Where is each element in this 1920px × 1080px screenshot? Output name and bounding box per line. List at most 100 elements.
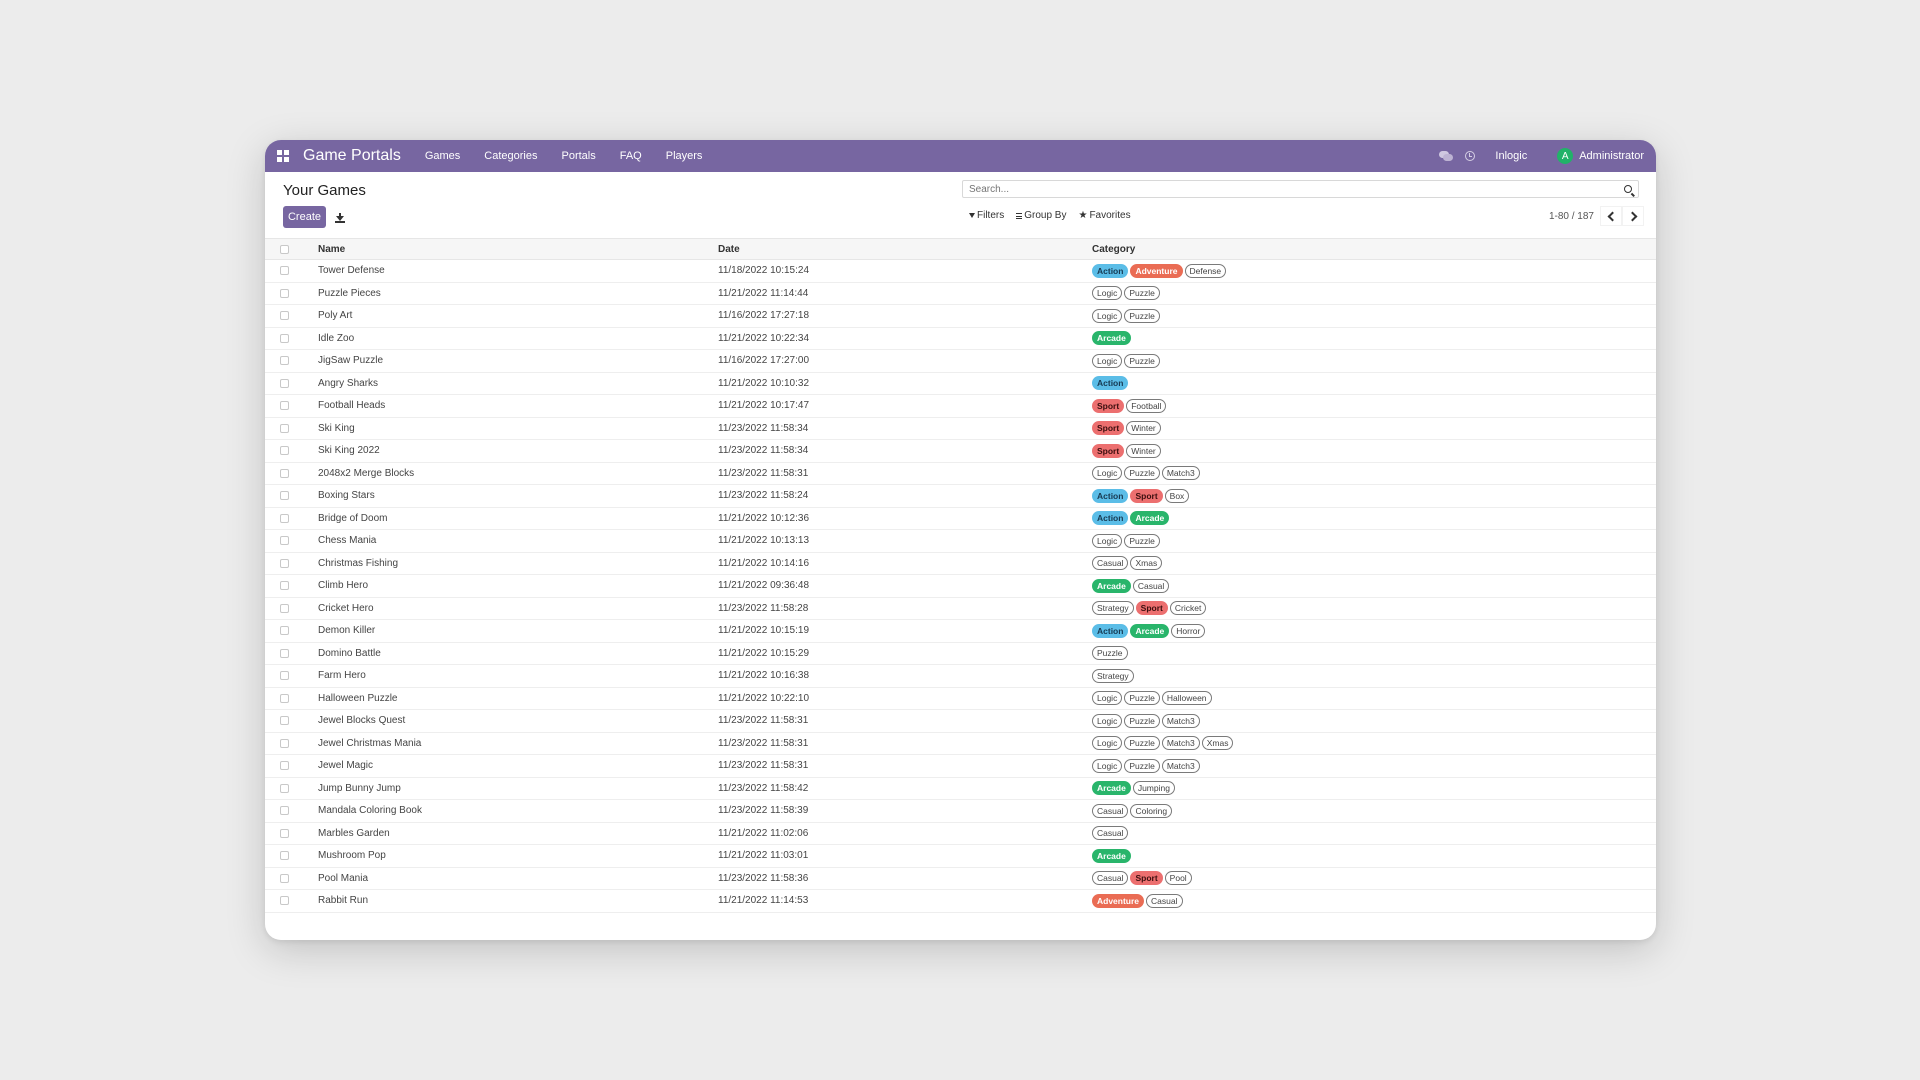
category-tag: Logic	[1092, 286, 1123, 301]
row-checkbox[interactable]	[280, 581, 289, 591]
category-tag: Logic	[1092, 533, 1123, 548]
row-checkbox[interactable]	[280, 333, 289, 343]
table-row[interactable]: JigSaw Puzzle 11/16/2022 17:27:00 Logic Puz…	[265, 349, 1656, 373]
table-row[interactable]: Chess Mania 11/21/2022 10:13:13 Logic Puzzl…	[265, 529, 1656, 553]
row-checkbox[interactable]	[280, 873, 289, 883]
row-checkbox[interactable]	[280, 266, 289, 276]
row-checkbox[interactable]	[280, 603, 289, 613]
create-button[interactable]: Create	[283, 206, 326, 228]
avatar[interactable]: A	[1557, 148, 1574, 164]
table-row[interactable]: Mushroom Pop 11/21/2022 11:03:01 Arcade	[265, 844, 1656, 868]
game-name: Chess Mania	[318, 529, 718, 553]
row-checkbox[interactable]	[280, 513, 289, 523]
table-row[interactable]: Jewel Blocks Quest 11/23/2022 11:58:31 Log…	[265, 709, 1656, 733]
row-checkbox[interactable]	[280, 693, 289, 703]
row-checkbox[interactable]	[280, 378, 289, 388]
table-row[interactable]: Poly Art 11/16/2022 17:27:18 Logic Puzzle	[265, 304, 1656, 328]
column-header-category[interactable]: Category	[1092, 239, 1656, 260]
table-row[interactable]: Football Heads 11/21/2022 10:17:47 Sport Fo…	[265, 394, 1656, 418]
row-checkbox[interactable]	[280, 738, 289, 748]
table-row[interactable]: Puzzle Pieces 11/21/2022 11:14:44 Logic Puz…	[265, 282, 1656, 305]
category-tag: Casual	[1132, 578, 1170, 593]
game-name: Climb Hero	[318, 574, 718, 598]
table-row[interactable]: Cricket Hero 11/23/2022 11:58:28 Strategy S…	[265, 597, 1656, 620]
search-icon[interactable]	[1624, 185, 1632, 193]
filters-dropdown[interactable]: Filters	[969, 210, 1004, 221]
pager-previous-button[interactable]	[1600, 206, 1622, 226]
groupby-dropdown[interactable]: Group By	[1016, 210, 1066, 221]
category-tag: Casual	[1092, 826, 1129, 841]
table-row[interactable]: Ski King 2022 11/23/2022 11:58:34 Sport Win…	[265, 439, 1656, 463]
table-row[interactable]: Jewel Magic 11/23/2022 11:58:31 Logic Puzzl…	[265, 754, 1656, 778]
nav-item-games[interactable]: Games	[424, 150, 461, 162]
row-checkbox[interactable]	[280, 626, 289, 636]
row-checkbox[interactable]	[280, 716, 289, 726]
apps-grid-icon[interactable]	[277, 150, 289, 162]
row-checkbox[interactable]	[280, 761, 289, 771]
table-row[interactable]: Marbles Garden 11/21/2022 11:02:06 Casual	[265, 822, 1656, 845]
table-row[interactable]: Christmas Fishing 11/21/2022 10:14:16 Casu…	[265, 552, 1656, 575]
row-checkbox[interactable]	[280, 311, 289, 321]
row-checkbox[interactable]	[280, 896, 289, 906]
row-checkbox[interactable]	[280, 423, 289, 433]
table-row[interactable]: Boxing Stars 11/23/2022 11:58:24 Action Spo…	[265, 484, 1656, 508]
table-row[interactable]: Climb Hero 11/21/2022 09:36:48 Arcade Casua…	[265, 574, 1656, 598]
chevron-left-icon	[1607, 211, 1617, 221]
groupby-label: Group By	[1024, 210, 1067, 221]
row-checkbox[interactable]	[280, 671, 289, 681]
table-row[interactable]: Demon Killer 11/21/2022 10:15:19 Action Arc…	[265, 619, 1656, 643]
search-input[interactable]	[967, 182, 1624, 196]
table-row[interactable]: Jump Bunny Jump 11/23/2022 11:58:42 Arcade…	[265, 777, 1656, 800]
pager-value[interactable]: 1-80 / 187	[1548, 210, 1594, 222]
game-date: 11/23/2022 11:58:31	[718, 462, 1092, 485]
table-row[interactable]: Mandala Coloring Book 11/23/2022 11:58:39…	[265, 799, 1656, 823]
company-switcher[interactable]: Inlogic	[1495, 150, 1528, 162]
export-button[interactable]	[328, 206, 352, 230]
pager-next-button[interactable]	[1622, 206, 1644, 226]
table-row[interactable]: Bridge of Doom 11/21/2022 10:12:36 Action A…	[265, 507, 1656, 530]
app-brand[interactable]: Game Portals	[303, 147, 401, 164]
nav-item-faq[interactable]: FAQ	[619, 150, 642, 162]
row-checkbox[interactable]	[280, 288, 289, 298]
row-checkbox[interactable]	[280, 401, 289, 411]
game-name: Poly Art	[318, 304, 718, 328]
row-checkbox[interactable]	[280, 468, 289, 478]
nav-item-categories[interactable]: Categories	[484, 150, 538, 162]
favorites-dropdown[interactable]: ★ Favorites	[1078, 210, 1130, 221]
user-menu[interactable]: Administrator	[1579, 150, 1644, 162]
select-all-checkbox[interactable]	[280, 244, 289, 254]
row-checkbox[interactable]	[280, 491, 289, 501]
table-row[interactable]: Ski King 11/23/2022 11:58:34 Sport Winter	[265, 417, 1656, 440]
clock-icon[interactable]	[1465, 151, 1476, 161]
row-select-cell	[265, 259, 318, 283]
category-tag: Halloween	[1161, 691, 1212, 706]
table-row[interactable]: Farm Hero 11/21/2022 10:16:38 Strategy	[265, 664, 1656, 688]
row-checkbox[interactable]	[280, 828, 289, 838]
row-checkbox[interactable]	[280, 648, 289, 658]
table-row[interactable]: Idle Zoo 11/21/2022 10:22:34 Arcade	[265, 327, 1656, 350]
table-row[interactable]: Halloween Puzzle 11/21/2022 10:22:10 Logic…	[265, 687, 1656, 710]
row-checkbox[interactable]	[280, 446, 289, 456]
table-row[interactable]: 2048x2 Merge Blocks 11/23/2022 11:58:31 Lo…	[265, 462, 1656, 485]
row-checkbox[interactable]	[280, 356, 289, 366]
table-row[interactable]: Pool Mania 11/23/2022 11:58:36 Casual Sport…	[265, 867, 1656, 890]
row-checkbox[interactable]	[280, 536, 289, 546]
nav-item-players[interactable]: Players	[665, 150, 703, 162]
table-row[interactable]: Angry Sharks 11/21/2022 10:10:32 Action	[265, 372, 1656, 395]
category-tag: Sport	[1130, 488, 1163, 503]
nav-item-portals[interactable]: Portals	[561, 150, 596, 162]
row-checkbox[interactable]	[280, 558, 289, 568]
game-date: 11/23/2022 11:58:24	[718, 484, 1092, 508]
column-header-date[interactable]: Date	[718, 239, 1092, 260]
table-row[interactable]: Domino Battle 11/21/2022 10:15:29 Puzzle	[265, 642, 1656, 665]
chat-icon[interactable]	[1439, 151, 1454, 161]
column-header-name[interactable]: Name	[318, 239, 718, 260]
table-row[interactable]: Jewel Christmas Mania 11/23/2022 11:58:31…	[265, 732, 1656, 755]
row-checkbox[interactable]	[280, 783, 289, 793]
row-checkbox[interactable]	[280, 806, 289, 816]
table-row[interactable]: Rabbit Run 11/21/2022 11:14:53 Adventure Ca…	[265, 889, 1656, 913]
game-date: 11/21/2022 11:14:44	[718, 282, 1092, 305]
row-checkbox[interactable]	[280, 851, 289, 861]
search-bar[interactable]	[962, 180, 1639, 198]
table-row[interactable]: Tower Defense 11/18/2022 10:15:24 Action Ad…	[265, 259, 1656, 283]
